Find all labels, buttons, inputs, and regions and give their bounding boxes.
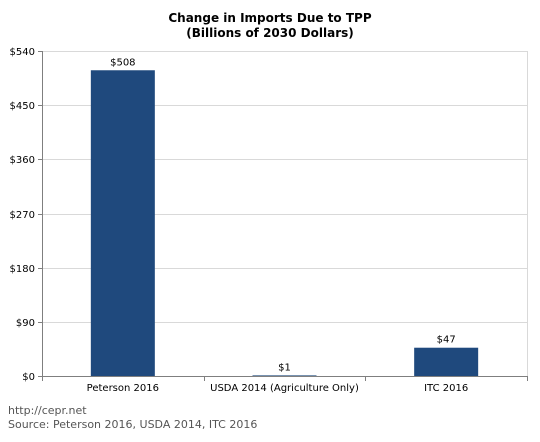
y-tick-label: $540 <box>10 47 35 58</box>
x-axis: Peterson 2016 USDA 2014 (Agriculture Only… <box>42 376 528 394</box>
y-tick-label: $180 <box>10 264 35 275</box>
y-tick-label: $450 <box>10 101 35 112</box>
bar <box>90 70 155 376</box>
bar <box>252 375 317 376</box>
data-label: $508 <box>110 57 135 68</box>
y-tick-label: $360 <box>10 155 35 166</box>
chart-subtitle: (Billions of 2030 Dollars) <box>186 26 353 40</box>
footer-source: Source: Peterson 2016, USDA 2014, ITC 20… <box>8 418 258 431</box>
x-tick-label: Peterson 2016 <box>87 383 159 394</box>
y-tick-label: $270 <box>10 210 35 221</box>
data-label: $1 <box>278 362 291 373</box>
x-tick-label: ITC 2016 <box>424 383 468 394</box>
y-tick-label: $90 <box>16 318 35 329</box>
footer-url: http://cepr.net <box>8 404 87 417</box>
bars: $508 $1 $47 <box>90 57 479 376</box>
y-tick-label: $0 <box>22 372 35 383</box>
chart: Change in Imports Due to TPP (Billions o… <box>10 11 528 394</box>
x-tick-label: USDA 2014 (Agriculture Only) <box>210 383 359 394</box>
bar <box>414 347 479 376</box>
y-axis: $0 $90 $180 $270 $360 $450 $540 <box>10 47 43 383</box>
chart-title: Change in Imports Due to TPP <box>168 11 371 25</box>
data-label: $47 <box>437 335 456 346</box>
